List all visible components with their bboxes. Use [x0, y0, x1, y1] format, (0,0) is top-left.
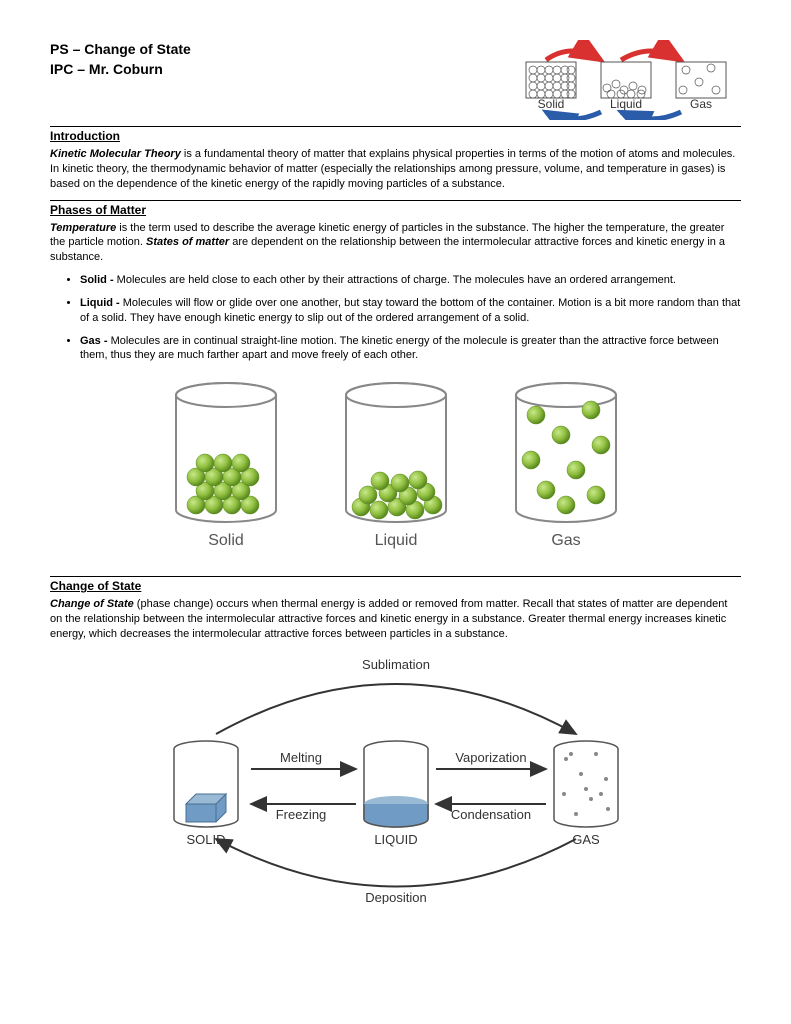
- list-item: Gas - Molecules are in continual straigh…: [80, 334, 741, 364]
- title-line-2: IPC – Mr. Coburn: [50, 60, 191, 80]
- cyl-label-solid: Solid: [208, 532, 244, 549]
- phase-change-diagram: Sublimation Deposition SOLID LIQUID: [50, 654, 741, 907]
- page-title: PS – Change of State IPC – Mr. Coburn: [50, 40, 191, 79]
- phases-term2: States of matter: [146, 236, 229, 248]
- phases-paragraph: Temperature is the term used to describe…: [50, 221, 741, 266]
- label-freezing: Freezing: [275, 807, 326, 822]
- cylinder-gas: Gas: [516, 383, 616, 549]
- top-label-solid: Solid: [538, 97, 565, 111]
- cylinders-figure: Solid Liquid Gas: [50, 375, 741, 558]
- cylinder-liquid: Liquid: [346, 383, 446, 549]
- bullet-solid-text: Molecules are held close to each other b…: [117, 274, 676, 286]
- top-phase-diagram: Solid Liquid Gas: [511, 40, 741, 120]
- cyl-label-gas: Gas: [551, 532, 580, 549]
- cylinder-solid: Solid: [176, 383, 276, 549]
- heading-change: Change of State: [50, 576, 741, 593]
- list-item: Liquid - Molecules will flow or glide ov…: [80, 296, 741, 326]
- change-term: Change of State: [50, 598, 134, 610]
- intro-term: Kinetic Molecular Theory: [50, 148, 181, 160]
- bullet-solid-name: Solid -: [80, 274, 117, 286]
- bullet-liquid-name: Liquid -: [80, 297, 123, 309]
- list-item: Solid - Molecules are held close to each…: [80, 273, 741, 288]
- label-sublimation: Sublimation: [362, 657, 430, 672]
- top-label-gas: Gas: [690, 97, 712, 111]
- title-line-1: PS – Change of State: [50, 40, 191, 60]
- change-body: (phase change) occurs when thermal energ…: [50, 598, 727, 640]
- bullet-gas-text: Molecules are in continual straight-line…: [80, 335, 719, 362]
- cyl-label-liquid: Liquid: [374, 532, 417, 549]
- phases-term1: Temperature: [50, 222, 116, 234]
- liquid-cylinder: LIQUID: [364, 741, 428, 847]
- label-deposition: Deposition: [365, 890, 426, 904]
- label-melting: Melting: [280, 750, 322, 765]
- solid-cylinder: SOLID: [174, 741, 238, 847]
- label-liquid-state: LIQUID: [374, 832, 417, 847]
- bullet-liquid-text: Molecules will flow or glide over one an…: [80, 297, 740, 324]
- heading-phases: Phases of Matter: [50, 200, 741, 217]
- change-paragraph: Change of State (phase change) occurs wh…: [50, 597, 741, 642]
- phases-list: Solid - Molecules are held close to each…: [80, 273, 741, 363]
- gas-cylinder: GAS: [554, 741, 618, 847]
- label-solid-state: SOLID: [186, 832, 225, 847]
- heading-introduction: Introduction: [50, 126, 741, 143]
- intro-paragraph: Kinetic Molecular Theory is a fundamenta…: [50, 147, 741, 192]
- label-vaporization: Vaporization: [455, 750, 526, 765]
- bullet-gas-name: Gas -: [80, 335, 111, 347]
- top-label-liquid: Liquid: [610, 97, 642, 111]
- label-gas-state: GAS: [572, 832, 600, 847]
- label-condensation: Condensation: [450, 807, 530, 822]
